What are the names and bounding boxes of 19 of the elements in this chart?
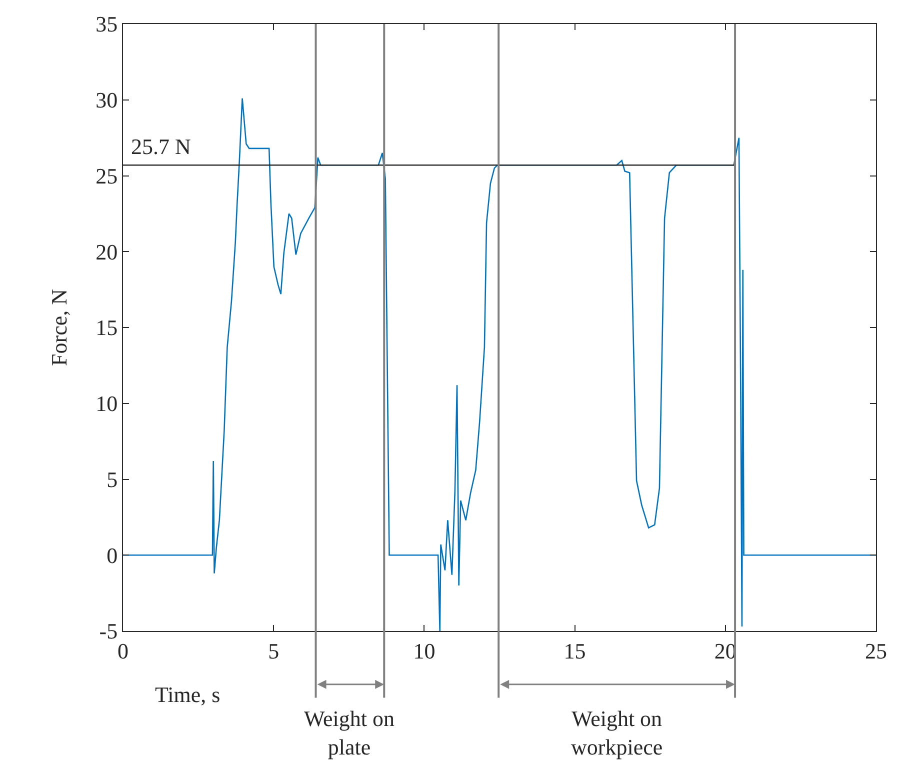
line-series xyxy=(123,98,876,631)
y-tick-label: 0 xyxy=(106,542,118,568)
y-tick-label: 25 xyxy=(96,163,118,188)
x-axis-title: Time, s xyxy=(155,682,220,707)
y-tick-label: 20 xyxy=(96,239,118,264)
y-tick-label: -5 xyxy=(99,618,118,644)
x-tick-label: 25 xyxy=(865,638,887,664)
annotation: 25.7 N xyxy=(131,134,191,159)
y-axis-title: Force, N xyxy=(46,288,72,366)
y-tick-label: 35 xyxy=(96,12,118,37)
x-tick-label: 5 xyxy=(268,638,280,664)
x-tick-label: 15 xyxy=(564,638,586,664)
text: Weight on plate xyxy=(304,706,394,760)
y-tick-label: 5 xyxy=(106,466,118,492)
y-tick-label: 10 xyxy=(96,391,118,416)
y-tick-label: 30 xyxy=(96,88,118,113)
x-tick-label: 10 xyxy=(413,638,436,664)
text: Weight on workpiece xyxy=(571,706,663,760)
y-tick-label: 15 xyxy=(96,315,118,340)
